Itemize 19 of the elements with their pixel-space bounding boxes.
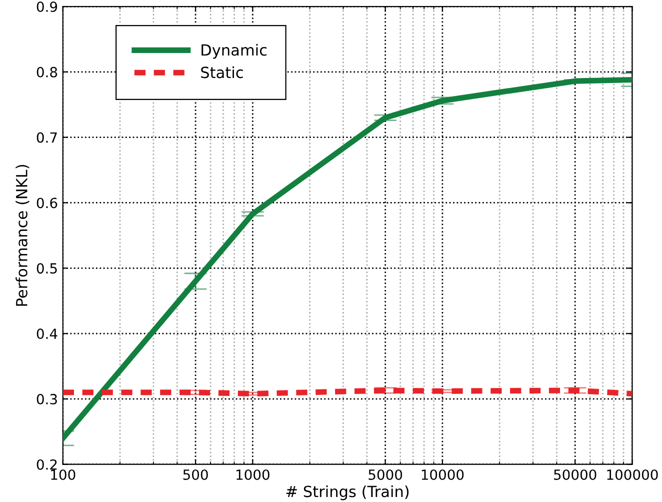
x-tick-label: 500 (183, 469, 208, 480)
y-tick-label: 0.9 (36, 1, 58, 12)
y-tick-label: 0.5 (36, 263, 57, 274)
legend-label: Static (201, 66, 243, 78)
y-tick-label: 0.7 (36, 132, 57, 143)
x-tick-label: 10000 (422, 469, 464, 480)
legend-label: Dynamic (202, 44, 267, 59)
x-tick-label: 100 (51, 469, 76, 480)
x-tick-label: 100000 (607, 469, 658, 480)
y-tick-label: 0.8 (36, 66, 58, 78)
y-tick-label: 0.4 (36, 328, 58, 340)
x-axis-title: # Strings (Train) (286, 485, 409, 500)
y-axis-title: Performance (NKL) (16, 164, 30, 306)
x-tick-label: 5000 (368, 469, 402, 480)
y-tick-label: 0.2 (36, 459, 57, 470)
y-tick-label: 0.3 (36, 394, 57, 404)
x-tick-label: 1000 (236, 469, 270, 480)
x-tick-label: 50000 (554, 469, 596, 480)
y-tick-label: 0.6 (36, 198, 58, 208)
